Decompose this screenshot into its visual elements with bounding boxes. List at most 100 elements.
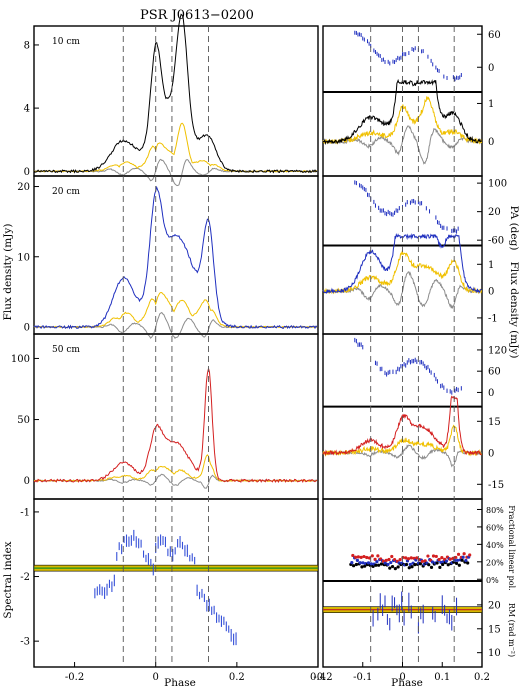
- linear-fraction-point: [386, 562, 390, 567]
- linear-fraction-point: [369, 562, 373, 566]
- linear-fraction-point: [393, 567, 397, 571]
- y-axis-label-rm: RM (rad m⁻²): [507, 603, 516, 657]
- linear-fraction-point: [457, 563, 461, 567]
- linear-fraction-point: [396, 565, 400, 569]
- linear-fraction-point: [454, 561, 459, 565]
- rm-y-tick-label: 10: [488, 648, 501, 659]
- linear-fraction-point: [454, 555, 458, 560]
- x-tick-label: 0.2: [474, 672, 490, 683]
- linear-fraction-point: [448, 557, 452, 561]
- linear-fraction-point: [374, 563, 378, 567]
- linear-fraction-point: [437, 557, 441, 562]
- linear-fraction-point: [440, 556, 444, 560]
- linear-fraction-point: [413, 562, 417, 567]
- pa-y-tick-label: 60: [488, 367, 501, 378]
- flux-right-y-tick-label: 0: [488, 448, 494, 459]
- rm-y-tick-label: 15: [488, 624, 501, 635]
- pa-y-tick-label: 120: [488, 345, 507, 356]
- linear-y-tick-label: 20%: [486, 558, 504, 567]
- x-tick-label: 0.4: [310, 672, 326, 683]
- linear-fraction-point: [356, 555, 360, 559]
- linear-pol-line: [33, 122, 318, 173]
- y-axis-label-flux: Flux density (mJy): [2, 224, 14, 321]
- flux-right-y-tick-label: 1: [488, 99, 494, 110]
- profile-panel-frame: [33, 333, 319, 500]
- linear-fraction-point: [359, 555, 363, 559]
- profile-y-tick-label: 50: [17, 415, 30, 426]
- linear-fraction-point: [407, 566, 411, 570]
- linear-fraction-point: [464, 558, 468, 563]
- total-intensity-line-zoom: [322, 233, 482, 295]
- total-intensity-line: [33, 13, 318, 174]
- linear-fraction-point: [438, 565, 442, 569]
- y-axis-label-spectral-index: Spectral index: [2, 541, 14, 618]
- linear-fraction-point: [462, 552, 466, 556]
- x-tick-label: 0: [399, 672, 405, 683]
- spectral-index-y-tick-label: -2: [20, 572, 30, 583]
- flux-right-y-tick-label: -1: [488, 313, 498, 324]
- linear-y-tick-label: 80%: [486, 506, 504, 515]
- profile-y-tick-label: 10: [17, 252, 30, 263]
- x-tick-label: 0.2: [229, 672, 245, 683]
- total-intensity-line: [33, 185, 318, 330]
- linear-fraction-point: [434, 554, 438, 559]
- linear-fraction-point: [377, 563, 381, 567]
- pa-y-tick-label: 60: [488, 30, 501, 41]
- linear-fraction-point: [363, 564, 367, 568]
- x-axis-label-right: Phase: [391, 677, 423, 689]
- linear-fraction-point: [441, 562, 445, 567]
- x-tick-label: -0.2: [313, 672, 332, 683]
- total-intensity-line-zoom: [322, 395, 482, 457]
- linear-fraction-point: [361, 561, 365, 565]
- y-axis-label-pa: PA (deg): [508, 206, 520, 251]
- flux-right-y-tick-label: 1: [488, 260, 494, 271]
- linear-y-tick-label: 40%: [486, 541, 504, 550]
- linear-pol-line: [33, 454, 318, 483]
- linear-fraction-point: [453, 558, 457, 563]
- linear-fraction-point: [352, 564, 356, 568]
- linear-fraction-point: [466, 561, 470, 565]
- linear-fraction-point: [460, 558, 464, 562]
- linear-fraction-point: [375, 560, 379, 564]
- spectral-index-y-tick-label: -3: [20, 637, 30, 648]
- linear-fraction-point: [418, 562, 422, 566]
- y-axis-label-linear: Fractional linear pol.: [507, 505, 516, 590]
- linear-fraction-point: [423, 559, 427, 563]
- band-label: 50 cm: [52, 345, 80, 355]
- band-label: 20 cm: [52, 187, 80, 197]
- linear-fraction-point: [390, 554, 394, 559]
- linear-fraction-point: [431, 554, 436, 558]
- linear-fraction-point: [404, 556, 408, 560]
- linear-fraction-point: [355, 558, 359, 562]
- linear-fraction-point: [409, 556, 413, 560]
- linear-fraction-point: [439, 560, 443, 564]
- flux-right-y-tick-label: 15: [488, 417, 501, 428]
- linear-fraction-point: [390, 564, 395, 569]
- linear-fraction-point: [376, 554, 380, 558]
- x-tick-label: 0: [153, 672, 159, 683]
- y-axis-label-flux-right: Flux density (mJy): [508, 262, 520, 359]
- profile-y-tick-label: 0: [24, 167, 30, 178]
- pa-y-tick-label: 20: [488, 207, 501, 218]
- pa-y-tick-label: -60: [488, 236, 504, 247]
- linear-fraction-point: [404, 562, 409, 567]
- linear-fraction-point: [406, 557, 411, 561]
- linear-y-tick-label: 60%: [486, 523, 504, 532]
- x-tick-label: 0.1: [434, 672, 450, 683]
- linear-fraction-point: [387, 557, 391, 562]
- total-intensity-line: [33, 368, 318, 483]
- profile-y-tick-label: 8: [24, 40, 30, 51]
- spectral-index-y-tick-label: -1: [20, 507, 30, 518]
- linear-fraction-point: [408, 562, 412, 567]
- linear-fraction-point: [373, 557, 377, 561]
- profile-panel-frame: [33, 175, 319, 335]
- spectral-index-frame: [33, 498, 319, 668]
- linear-fraction-point: [398, 557, 402, 562]
- chart-title: PSR J0613−0200: [140, 8, 254, 23]
- linear-fraction-point: [461, 555, 465, 559]
- linear-fraction-point: [360, 565, 364, 569]
- linear-fraction-point: [429, 565, 434, 569]
- linear-y-tick-label: 0%: [486, 576, 499, 585]
